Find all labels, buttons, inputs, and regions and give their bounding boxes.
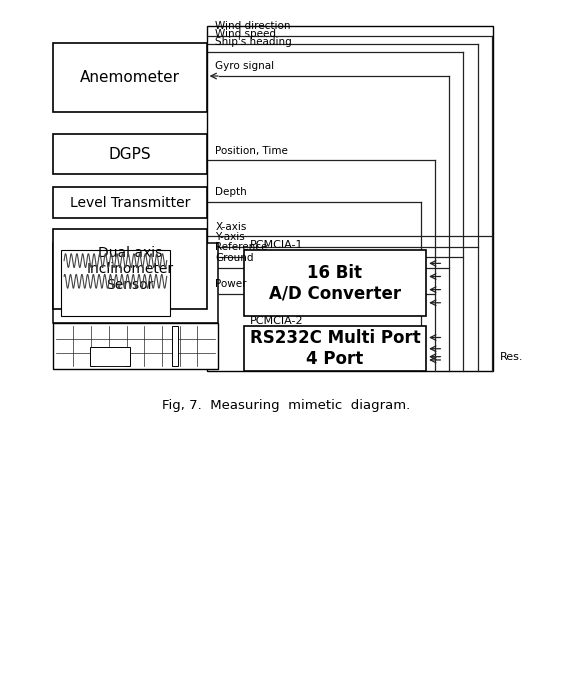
Text: Position, Time: Position, Time (215, 146, 288, 155)
Text: Power: Power (215, 279, 247, 289)
Text: Y-axis: Y-axis (215, 232, 245, 242)
Text: 16 Bit
A/D Converter: 16 Bit A/D Converter (269, 264, 401, 303)
Text: Reference: Reference (215, 242, 268, 253)
Text: DGPS: DGPS (108, 146, 151, 162)
FancyBboxPatch shape (53, 244, 218, 323)
Text: Ship's heading: Ship's heading (215, 37, 292, 47)
Text: Gyro signal: Gyro signal (215, 61, 274, 71)
Text: Wind speed: Wind speed (215, 29, 276, 40)
Text: Ground: Ground (215, 253, 254, 262)
Text: Res.: Res. (500, 352, 524, 362)
FancyBboxPatch shape (90, 347, 129, 366)
FancyBboxPatch shape (53, 43, 207, 112)
Text: Anemometer: Anemometer (80, 70, 180, 85)
Text: RS232C Multi Port
4 Port: RS232C Multi Port 4 Port (250, 330, 421, 368)
FancyBboxPatch shape (172, 326, 178, 366)
Text: PCMCIA-1: PCMCIA-1 (249, 239, 303, 250)
Text: X-axis: X-axis (215, 221, 246, 232)
Text: Level Transmitter: Level Transmitter (69, 196, 190, 210)
Text: PCMCIA-2: PCMCIA-2 (249, 316, 303, 325)
FancyBboxPatch shape (53, 187, 207, 219)
Text: Depth: Depth (215, 187, 247, 197)
FancyBboxPatch shape (244, 251, 426, 316)
FancyBboxPatch shape (53, 230, 207, 309)
Text: Wind direction: Wind direction (215, 21, 291, 31)
FancyBboxPatch shape (61, 251, 170, 316)
FancyBboxPatch shape (53, 134, 207, 174)
FancyBboxPatch shape (53, 323, 218, 369)
FancyBboxPatch shape (244, 326, 426, 371)
Text: Dual axis
Inclinometer
Sensor: Dual axis Inclinometer Sensor (86, 246, 173, 292)
Text: Fig, 7.  Measuring  mimetic  diagram.: Fig, 7. Measuring mimetic diagram. (162, 399, 411, 412)
